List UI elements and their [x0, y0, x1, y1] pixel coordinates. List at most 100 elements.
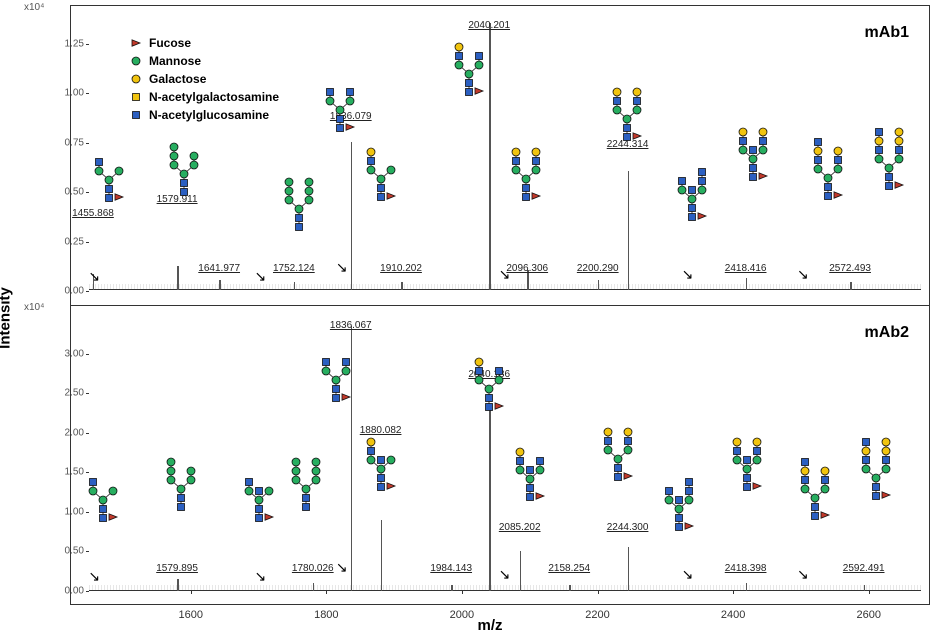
- x-tick-label: 2000: [450, 609, 474, 621]
- peak-label: 1455.868: [72, 208, 114, 219]
- annotation-arrow-icon: ↘: [88, 568, 100, 585]
- peak-label: 2085.202: [499, 522, 541, 533]
- y-tick-label: 0.50: [49, 546, 84, 557]
- y-tick-label: 0.00: [49, 286, 84, 297]
- panel-mab1: x10⁴ mAb1 0.000.250.500.751.001.251455.8…: [71, 6, 929, 306]
- peak-label: 2572.493: [829, 263, 871, 274]
- ms-peak: [520, 551, 522, 591]
- annotation-arrow-icon: ↘: [255, 268, 267, 285]
- glycan-structure-icon: [469, 344, 509, 418]
- y-tick-label: 2.50: [49, 388, 84, 399]
- y-tick-label: 1.50: [49, 467, 84, 478]
- y-tick-label: 3.00: [49, 348, 84, 359]
- ms-peak: [401, 282, 403, 290]
- plot-area-bottom: 0.000.501.001.502.002.503.00160018002000…: [89, 314, 921, 591]
- glycan-structure-icon: [856, 424, 896, 507]
- legend-fucose-icon: [129, 36, 143, 50]
- y-tick-label: 1.00: [49, 506, 84, 517]
- legend-label: Galactose: [149, 70, 206, 88]
- peak-label: 2158.254: [548, 563, 590, 574]
- glycan-structure-icon: [795, 444, 835, 527]
- peak-label: 1984.143: [430, 563, 472, 574]
- y-exponent-top: x10⁴: [24, 2, 44, 13]
- annotation-arrow-icon: ↘: [797, 566, 809, 583]
- x-axis-label: m/z: [477, 617, 502, 634]
- chart-container: x10⁴ mAb1 0.000.250.500.751.001.251455.8…: [70, 5, 930, 605]
- ms-peak: [864, 585, 866, 591]
- glycan-structure-icon: [361, 424, 401, 498]
- glycan-structure-icon: [286, 444, 326, 518]
- annotation-arrow-icon: ↘: [255, 568, 267, 585]
- x-tick-label: 2200: [585, 609, 609, 621]
- x-tick-label: 1600: [178, 609, 202, 621]
- glycan-structure-icon: [361, 134, 401, 208]
- peak-label: 2418.398: [725, 563, 767, 574]
- annotation-arrow-icon: ↘: [336, 559, 348, 576]
- legend-n-acetylglucosamine-icon: [129, 108, 143, 122]
- panel-mab2: x10⁴ mAb2 0.000.501.001.502.002.503.0016…: [71, 306, 929, 606]
- legend-row: Fucose: [129, 34, 279, 52]
- y-tick-label: 0.25: [49, 236, 84, 247]
- x-tick-label: 2600: [857, 609, 881, 621]
- glycan-structure-icon: [672, 154, 712, 228]
- glycan-structure-icon: [869, 114, 909, 197]
- ms-peak: [219, 280, 221, 290]
- peak-label: 1579.895: [156, 563, 198, 574]
- glycan-structure-icon: [506, 134, 546, 208]
- peak-label: 1910.202: [380, 263, 422, 274]
- glycan-structure-icon: [161, 444, 201, 518]
- ms-peak: [598, 280, 600, 290]
- y-tick-label: 2.00: [49, 427, 84, 438]
- y-tick-label: 1.25: [49, 38, 84, 49]
- x-tick-label: 2400: [721, 609, 745, 621]
- ms-peak: [313, 583, 315, 591]
- glycan-structure-icon: [279, 164, 319, 238]
- y-exponent-bottom: x10⁴: [24, 302, 44, 313]
- ms-peak: [177, 266, 179, 290]
- legend-row: Mannose: [129, 52, 279, 70]
- legend-label: Mannose: [149, 52, 201, 70]
- peak-label: 2418.416: [725, 263, 767, 274]
- glycan-structure-icon: [320, 74, 360, 139]
- glycan-structure-icon: [449, 29, 489, 103]
- ms-peak: [177, 579, 179, 591]
- peak-label: 1752.124: [273, 263, 315, 274]
- peak-label: 2200.290: [577, 263, 619, 274]
- annotation-arrow-icon: ↘: [682, 566, 694, 583]
- glycan-structure-icon: [510, 434, 550, 508]
- glycan-structure-icon: [83, 464, 123, 529]
- peak-label: 2592.491: [843, 563, 885, 574]
- peak-label: 2096.306: [506, 263, 548, 274]
- plot-area-top: 0.000.250.500.751.001.251455.8681579.911…: [89, 14, 921, 290]
- peak-label: 1780.026: [292, 563, 334, 574]
- ms-peak: [489, 409, 491, 591]
- legend-row: N-acetylglucosamine: [129, 106, 279, 124]
- glycan-legend: FucoseMannoseGalactoseN-acetylgalactosam…: [129, 34, 279, 124]
- annotation-arrow-icon: ↘: [499, 266, 511, 283]
- baseline: [89, 289, 921, 290]
- ms-peak: [381, 520, 383, 591]
- peak-label: 1641.977: [198, 263, 240, 274]
- ms-peak: [746, 583, 748, 591]
- y-axis-label: Intensity: [0, 287, 14, 349]
- y-tick-label: 0.75: [49, 137, 84, 148]
- peak-label: 1836.067: [330, 320, 372, 331]
- ms-peak: [628, 547, 630, 591]
- legend-label: N-acetylgalactosamine: [149, 88, 279, 106]
- ms-peak: [294, 282, 296, 290]
- glycan-structure-icon: [239, 464, 279, 529]
- legend-label: Fucose: [149, 34, 191, 52]
- glycan-structure-icon: [607, 74, 647, 148]
- y-tick-label: 0.50: [49, 187, 84, 198]
- annotation-arrow-icon: ↘: [797, 266, 809, 283]
- annotation-arrow-icon: ↘: [88, 268, 100, 285]
- glycan-structure-icon: [164, 129, 204, 203]
- glycan-structure-icon: [316, 344, 356, 409]
- glycan-structure-icon: [598, 414, 638, 488]
- glycan-structure-icon: [659, 464, 699, 538]
- ms-peak: [351, 142, 353, 290]
- glycan-structure-icon: [733, 114, 773, 188]
- legend-row: N-acetylgalactosamine: [129, 88, 279, 106]
- legend-galactose-icon: [129, 72, 143, 86]
- legend-n-acetylgalactosamine-icon: [129, 90, 143, 104]
